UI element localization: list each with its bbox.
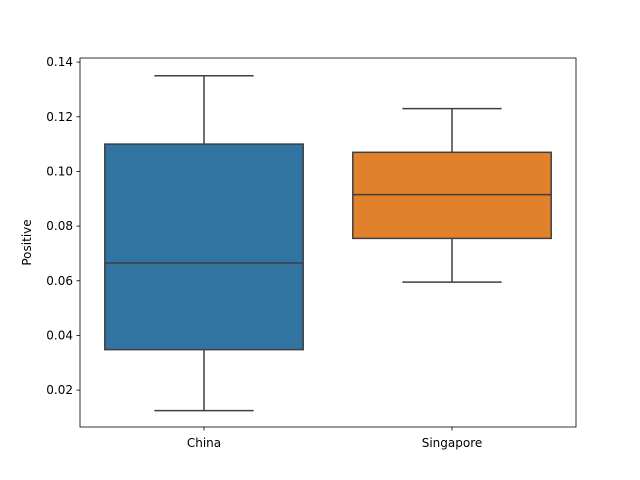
y-tick-label: 0.08 [46,219,73,233]
x-tick-label: China [187,436,221,450]
y-tick-label: 0.14 [46,55,73,69]
y-tick-label: 0.04 [46,328,73,342]
y-tick-label: 0.10 [46,164,73,178]
box-iqr [104,143,304,351]
box-group-china [104,75,304,412]
box-group-singapore [352,107,552,283]
x-tick-label: Singapore [422,436,483,450]
axes-layer: 0.02 0.04 0.06 0.08 0.10 0.12 0.14 China Singapo… [46,55,577,450]
y-axis-label: Positive [20,219,34,265]
y-tick-label: 0.12 [46,110,73,124]
y-tick-label: 0.06 [46,274,73,288]
y-tick-label: 0.02 [46,383,73,397]
boxes-layer [104,75,552,412]
axes-frame [79,57,577,428]
